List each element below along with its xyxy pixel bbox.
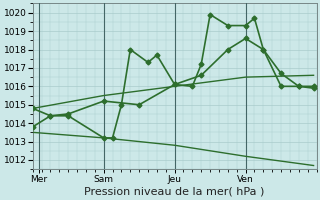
X-axis label: Pression niveau de la mer( hPa ): Pression niveau de la mer( hPa ) xyxy=(84,187,265,197)
